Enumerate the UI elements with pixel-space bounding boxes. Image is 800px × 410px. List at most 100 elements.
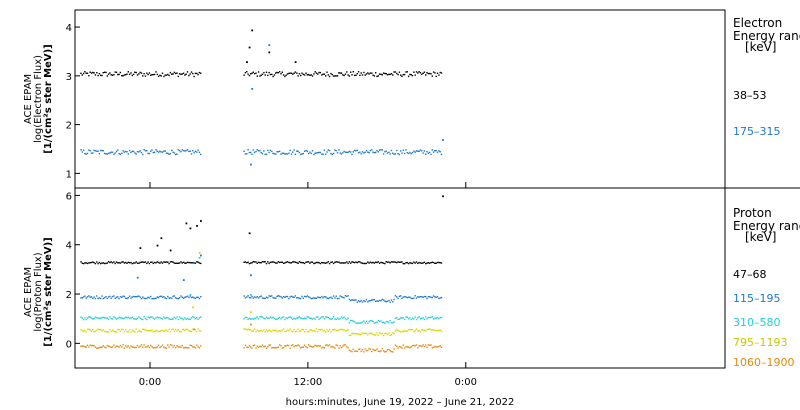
data-point — [81, 151, 83, 153]
data-point — [331, 318, 333, 320]
data-point — [302, 346, 304, 348]
data-point — [332, 152, 335, 155]
data-point — [122, 261, 124, 263]
data-point — [338, 347, 340, 349]
data-point — [439, 316, 441, 319]
data-point — [251, 153, 253, 155]
data-point — [135, 328, 137, 330]
data-point — [423, 71, 426, 73]
data-point — [284, 153, 286, 155]
data-point — [286, 261, 289, 263]
data-point — [401, 330, 403, 332]
data-point — [159, 262, 161, 264]
data-point — [86, 262, 89, 265]
data-point — [184, 347, 186, 349]
data-point — [426, 346, 428, 348]
data-point — [125, 150, 127, 153]
data-point — [82, 72, 85, 75]
data-point — [346, 261, 348, 263]
data-point — [376, 300, 378, 302]
data-point — [177, 149, 179, 151]
data-point — [300, 74, 302, 77]
data-point — [105, 317, 107, 319]
data-point — [331, 73, 333, 76]
data-point — [400, 150, 402, 152]
data-point — [357, 348, 360, 350]
data-point — [280, 318, 282, 320]
data-point — [134, 152, 136, 154]
data-point — [286, 295, 289, 298]
data-point — [146, 72, 148, 74]
data-point — [300, 330, 302, 332]
data-point — [275, 72, 277, 74]
data-point — [289, 296, 291, 298]
data-point — [271, 295, 273, 297]
data-point — [181, 329, 183, 331]
data-point-spike — [160, 237, 163, 240]
data-point — [382, 321, 385, 324]
data-point — [406, 262, 408, 264]
data-point — [355, 333, 357, 335]
data-point — [309, 151, 311, 153]
data-point — [326, 151, 328, 153]
data-point — [359, 348, 361, 350]
data-point — [184, 262, 186, 264]
data-point — [371, 262, 373, 264]
data-point — [126, 262, 128, 264]
y-tick-label: 2 — [66, 290, 72, 301]
data-point — [182, 347, 185, 349]
data-point — [344, 73, 347, 75]
data-point — [117, 149, 119, 151]
data-point — [375, 321, 377, 324]
data-point — [373, 152, 376, 154]
data-point — [267, 74, 269, 77]
data-point — [431, 296, 433, 299]
data-point — [89, 296, 91, 298]
data-point — [189, 330, 191, 333]
data-point — [263, 345, 265, 348]
data-point — [332, 316, 335, 318]
data-point — [89, 262, 91, 264]
data-point — [82, 318, 85, 321]
electron-ylabel-line-2: log(Electron Flux) — [33, 55, 44, 143]
data-point — [382, 299, 385, 301]
data-point — [303, 295, 306, 298]
data-point — [378, 350, 381, 353]
data-point — [277, 295, 279, 297]
data-point — [401, 75, 403, 77]
data-point-spike — [250, 323, 252, 326]
data-point — [90, 72, 93, 74]
data-point — [193, 152, 195, 154]
data-point — [169, 261, 172, 263]
data-point — [348, 321, 351, 324]
data-point — [253, 151, 256, 154]
data-point — [269, 295, 272, 297]
data-point — [381, 347, 383, 350]
data-point — [380, 261, 382, 264]
data-point — [367, 322, 369, 324]
data-point — [244, 72, 247, 74]
data-point — [90, 317, 93, 319]
data-point — [352, 151, 354, 153]
data-point — [343, 329, 345, 331]
data-point — [397, 297, 399, 300]
data-point — [368, 262, 370, 264]
data-point — [343, 150, 345, 153]
data-point — [111, 329, 114, 331]
data-point — [200, 262, 202, 265]
data-point — [132, 73, 135, 76]
data-point — [268, 262, 270, 265]
data-point — [100, 74, 102, 77]
proton-ylabel-line-1: ACE EPAM — [23, 267, 34, 317]
data-point — [325, 153, 327, 155]
data-point — [343, 74, 345, 77]
data-point — [194, 262, 197, 264]
data-point — [389, 319, 391, 322]
data-point — [278, 150, 281, 152]
data-point — [276, 151, 278, 153]
data-point — [298, 297, 301, 299]
data-point — [146, 262, 148, 265]
data-point — [140, 331, 143, 333]
data-point — [181, 73, 183, 75]
data-point — [92, 152, 94, 154]
